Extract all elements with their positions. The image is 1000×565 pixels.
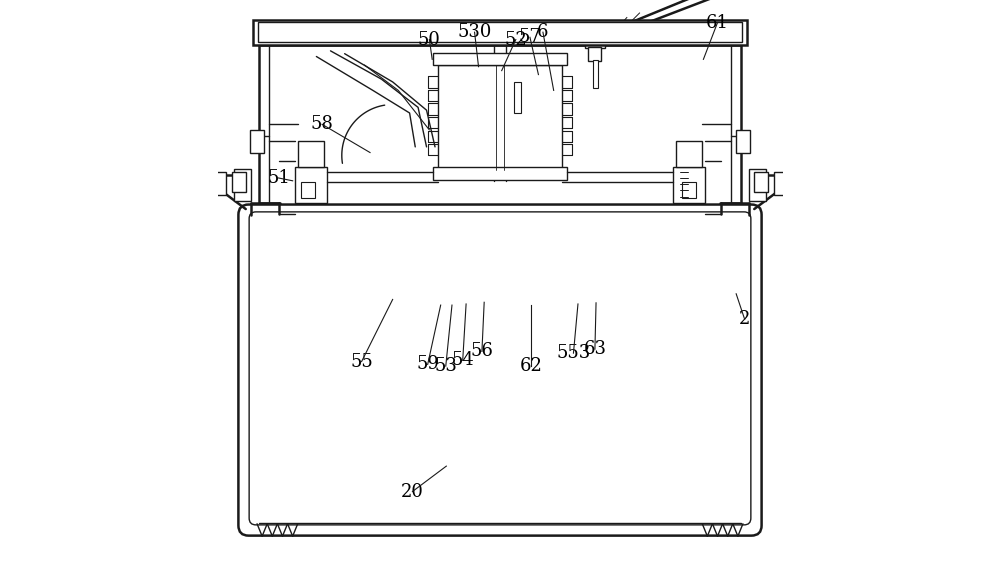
Bar — [232, 172, 246, 192]
Bar — [433, 53, 567, 65]
Bar — [250, 130, 264, 153]
Bar — [749, 170, 766, 201]
Bar — [216, 172, 226, 195]
Bar — [588, 47, 601, 61]
Bar — [433, 167, 567, 180]
Bar — [253, 20, 747, 45]
Text: 51: 51 — [267, 169, 290, 187]
Bar — [774, 172, 784, 195]
Text: 62: 62 — [520, 357, 543, 375]
Bar — [593, 60, 598, 88]
Text: 59: 59 — [416, 355, 439, 373]
Text: 6: 6 — [537, 23, 549, 41]
Text: 56: 56 — [470, 342, 493, 360]
Text: 57: 57 — [519, 28, 541, 46]
Bar — [438, 65, 562, 170]
Text: 61: 61 — [706, 14, 729, 32]
Bar — [295, 167, 327, 203]
Polygon shape — [593, 0, 726, 42]
Bar — [524, 26, 538, 43]
Bar — [754, 172, 768, 192]
Text: 530: 530 — [457, 23, 492, 41]
Text: 20: 20 — [401, 483, 424, 501]
FancyBboxPatch shape — [249, 212, 751, 525]
Bar — [682, 182, 696, 198]
Text: 52: 52 — [504, 31, 527, 49]
Bar — [585, 34, 605, 48]
Bar — [234, 170, 251, 201]
Text: 58: 58 — [311, 115, 333, 133]
Text: 55: 55 — [350, 353, 373, 371]
Text: 53: 53 — [434, 357, 457, 375]
Text: 2: 2 — [739, 310, 750, 328]
Bar — [676, 141, 702, 167]
Bar — [301, 182, 315, 198]
Text: 553: 553 — [556, 344, 591, 362]
Text: 54: 54 — [451, 351, 474, 370]
Text: 63: 63 — [583, 340, 606, 358]
Bar — [736, 130, 750, 153]
Bar — [488, 29, 512, 42]
Bar — [298, 141, 324, 167]
Text: 50: 50 — [418, 31, 441, 49]
Bar — [514, 82, 521, 113]
Bar — [673, 167, 705, 203]
FancyBboxPatch shape — [238, 205, 762, 536]
Bar — [258, 22, 742, 42]
